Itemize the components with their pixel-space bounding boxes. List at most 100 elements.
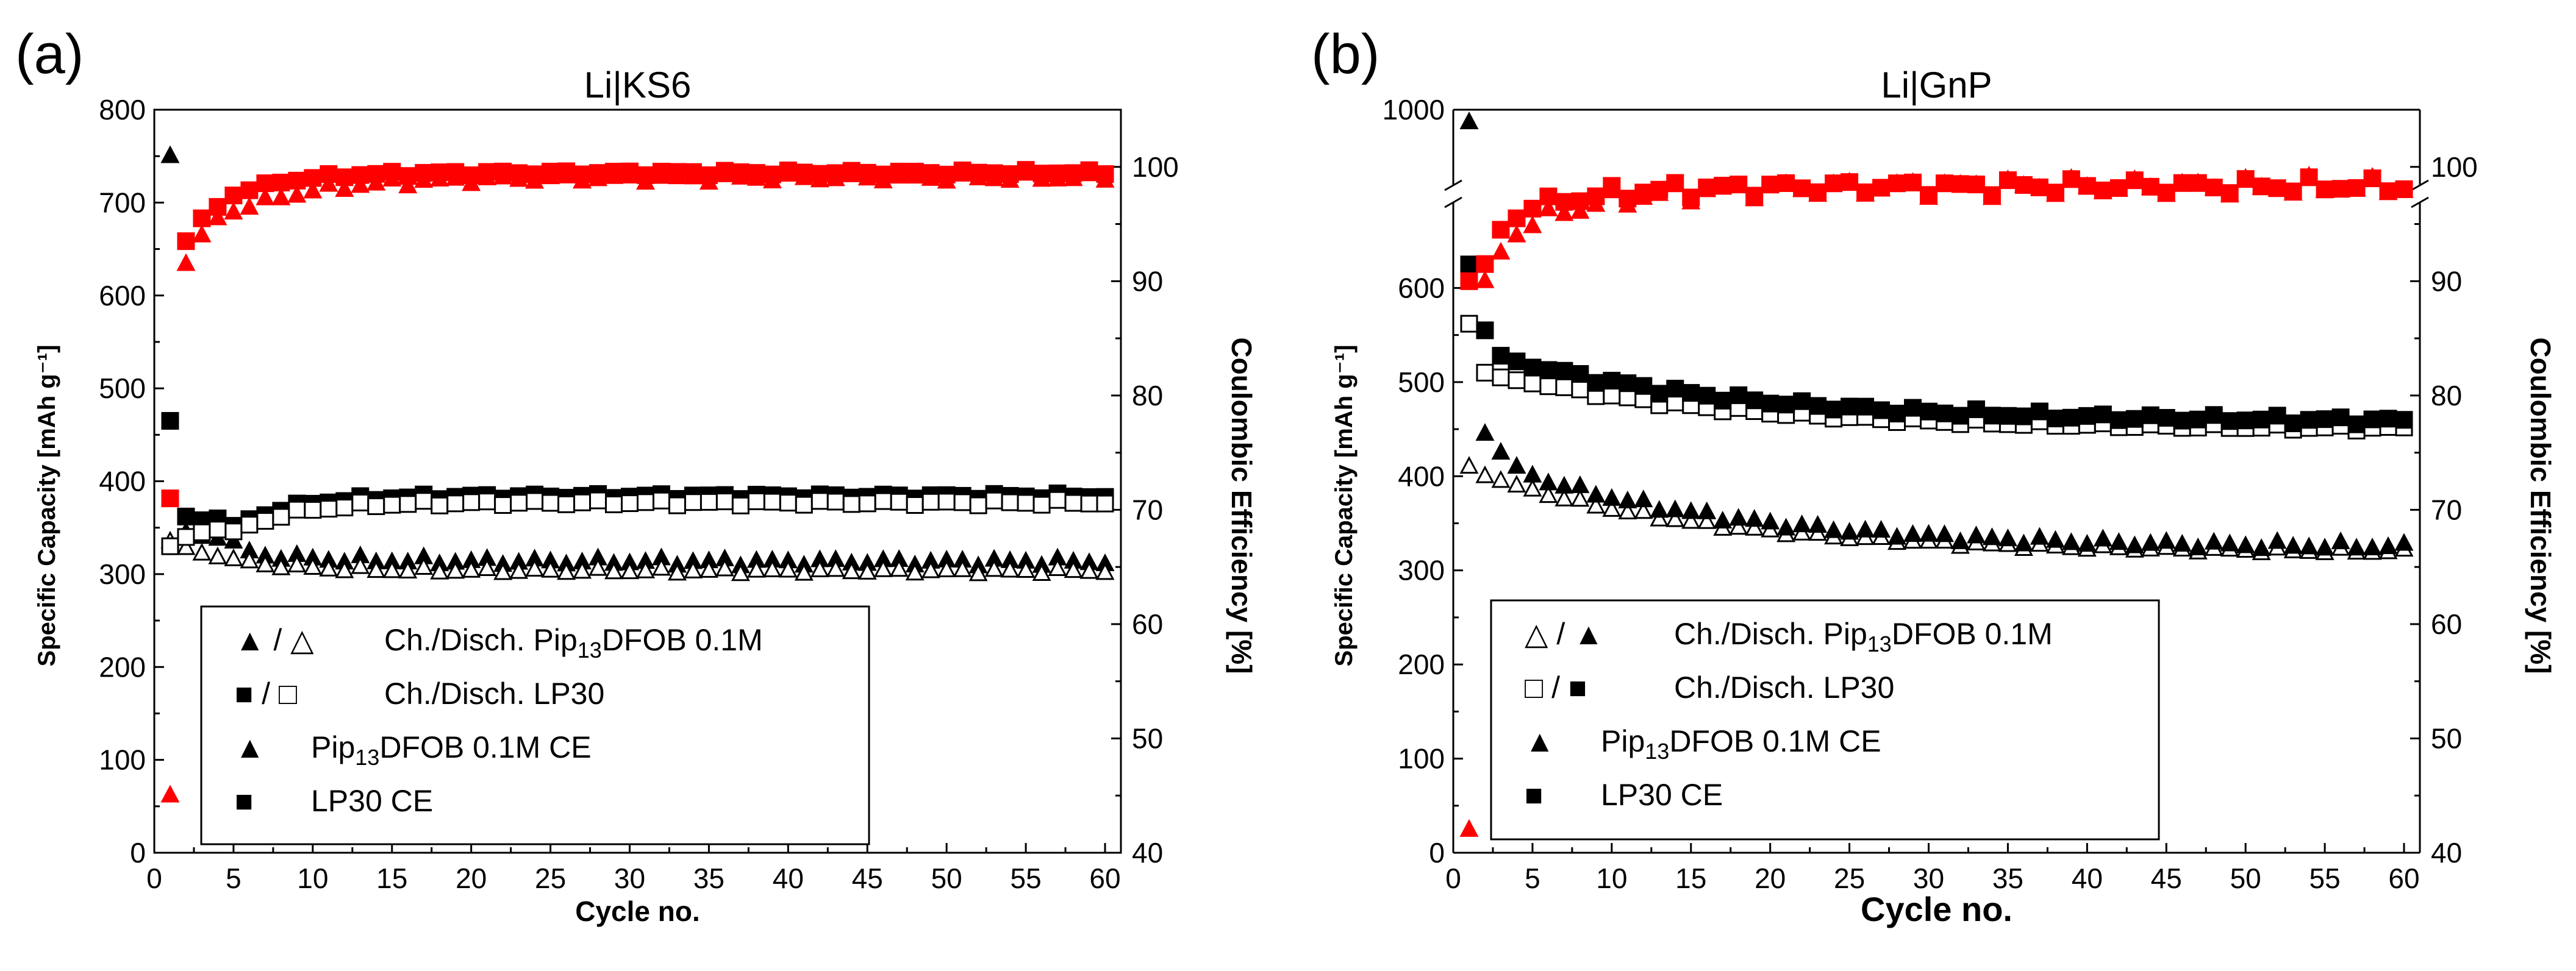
data-point — [303, 180, 323, 199]
data-point — [652, 491, 670, 510]
data-point — [731, 163, 750, 182]
y2-axis-title: Coulombic Efficiency [%] — [2525, 337, 2556, 674]
data-point — [1523, 215, 1542, 233]
data-point — [968, 563, 988, 582]
data-point — [1935, 174, 1953, 193]
data-point — [763, 165, 781, 183]
data-point — [287, 554, 307, 572]
data-point — [2173, 411, 2191, 430]
data-point — [2094, 181, 2112, 199]
legend-symbol: ■ / □ — [235, 677, 298, 711]
data-point — [1587, 374, 1605, 392]
data-point — [2173, 174, 2191, 192]
data-point — [2300, 168, 2318, 187]
data-point — [224, 548, 243, 566]
data-point — [494, 162, 512, 180]
chart-title: Li|GnP — [1881, 65, 1992, 105]
y2-tick-label: 70 — [2431, 494, 2462, 525]
data-point — [1967, 400, 1985, 418]
data-point — [1698, 386, 1716, 405]
data-point — [2046, 410, 2064, 428]
data-point — [2363, 537, 2382, 555]
data-point — [2379, 410, 2397, 428]
data-point — [2062, 170, 2080, 188]
data-point — [1475, 423, 1495, 441]
data-point — [160, 145, 180, 163]
data-point — [1586, 496, 1606, 514]
data-point — [430, 561, 449, 580]
data-point — [683, 560, 703, 578]
data-point — [414, 557, 434, 575]
y2-tick-label: 100 — [2431, 151, 2478, 183]
x-tick-label: 20 — [1755, 863, 1786, 894]
data-point — [431, 163, 449, 182]
data-point — [620, 561, 640, 580]
data-point — [2030, 178, 2048, 196]
data-point — [1793, 392, 1811, 410]
data-point — [1523, 464, 1542, 483]
data-point — [1714, 391, 1732, 410]
y2-tick-label: 50 — [1132, 722, 1163, 754]
y2-tick-label: 100 — [1132, 151, 1179, 183]
data-point — [557, 562, 576, 580]
data-point — [2268, 179, 2286, 197]
data-point — [1666, 174, 1684, 192]
data-point — [526, 165, 544, 183]
y2-tick-label: 60 — [1132, 608, 1163, 640]
data-point — [1934, 524, 1954, 542]
data-point — [367, 560, 386, 578]
data-point — [937, 560, 956, 578]
data-point — [746, 560, 766, 578]
data-point — [1080, 494, 1098, 513]
data-point — [906, 163, 924, 181]
data-point — [1998, 528, 2017, 547]
data-point — [208, 207, 227, 226]
data-point — [1459, 456, 1479, 474]
data-point — [1460, 272, 1478, 290]
data-point — [351, 493, 370, 511]
data-point — [177, 232, 195, 251]
data-point — [1001, 165, 1019, 183]
data-point — [778, 560, 798, 578]
data-point — [2189, 410, 2207, 429]
data-point — [2284, 414, 2302, 433]
legend-symbol: ▲ / △ — [235, 623, 314, 657]
data-point — [1555, 475, 1574, 494]
data-point — [1998, 171, 2017, 190]
data-point — [1697, 511, 1717, 529]
legend-label: Ch./Disch. LP30 — [1674, 670, 1894, 705]
data-point — [304, 500, 322, 519]
x-tick-label: 50 — [931, 863, 962, 894]
x-tick-label: 40 — [2072, 863, 2103, 894]
data-point — [1064, 164, 1082, 182]
legend-label: Pip13DFOB 0.1M CE — [1601, 724, 1881, 764]
x-tick-label: 60 — [1089, 863, 1120, 894]
data-point — [1951, 175, 1969, 193]
legend-label: Ch./Disch. Pip13DFOB 0.1M — [1674, 617, 2053, 656]
data-point — [1761, 511, 1780, 530]
data-point — [858, 494, 876, 513]
data-point — [921, 493, 940, 511]
data-point — [1602, 499, 1622, 517]
data-point — [1476, 363, 1494, 382]
data-point — [763, 493, 781, 511]
data-point — [2014, 533, 2033, 552]
data-point — [1555, 378, 1573, 396]
data-point — [1745, 509, 1764, 527]
data-point — [842, 162, 860, 180]
data-point — [589, 558, 608, 576]
data-point — [2078, 177, 2096, 195]
data-point — [351, 556, 370, 574]
data-point — [969, 496, 987, 514]
data-point — [2283, 536, 2303, 554]
data-point — [208, 546, 227, 564]
data-point — [1841, 173, 1859, 191]
data-point — [1761, 176, 1780, 194]
data-point — [478, 163, 496, 181]
data-point — [1064, 560, 1083, 578]
data-point — [1713, 510, 1733, 529]
data-point — [2236, 535, 2255, 553]
x-tick-label: 45 — [852, 863, 883, 894]
data-point — [415, 164, 433, 182]
data-point — [1539, 187, 1558, 205]
